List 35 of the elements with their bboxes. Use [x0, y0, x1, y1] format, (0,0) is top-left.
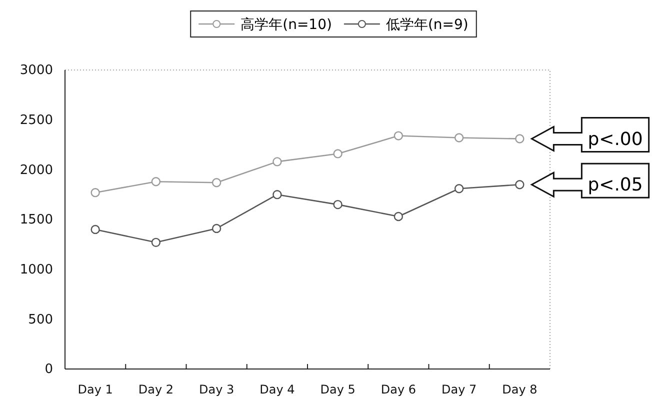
point: [333, 200, 342, 210]
y-tick-label: 2000: [20, 162, 53, 178]
x-tick-label: Day 8: [502, 382, 538, 397]
point: [454, 184, 464, 194]
point: [90, 224, 100, 234]
point: [454, 133, 464, 142]
point: [333, 149, 342, 158]
y-tick-label: 3000: [20, 63, 53, 78]
legend-label: 高学年(n=10): [240, 17, 332, 33]
y-tick-label: 0: [44, 362, 53, 378]
point: [515, 134, 524, 144]
point: [151, 177, 161, 186]
point: [394, 212, 404, 222]
y-tick-label: 2500: [20, 112, 53, 128]
point: [151, 238, 161, 248]
text: p<.05: [588, 174, 643, 196]
text: p<.00: [588, 128, 643, 150]
y-tick-label: 1000: [20, 262, 53, 278]
x-tick-label: Day 4: [260, 382, 295, 397]
legend-label: 低学年(n=9): [386, 17, 468, 33]
x-tick-label: Day 5: [320, 382, 356, 397]
point: [90, 188, 100, 198]
point: [212, 224, 222, 234]
x-tick-label: Day 7: [441, 382, 477, 397]
point: [272, 190, 282, 200]
x-tick-label: Day 1: [78, 382, 113, 397]
point: [212, 178, 222, 188]
x-tick-label: Day 3: [198, 382, 234, 397]
point: [515, 180, 524, 190]
x-tick-label: Day 6: [380, 382, 416, 397]
y-tick-label: 1500: [20, 212, 53, 228]
x-tick-label: Day 2: [138, 382, 174, 397]
point: [394, 131, 404, 140]
point: [272, 157, 282, 166]
y-tick-label: 500: [28, 312, 53, 328]
